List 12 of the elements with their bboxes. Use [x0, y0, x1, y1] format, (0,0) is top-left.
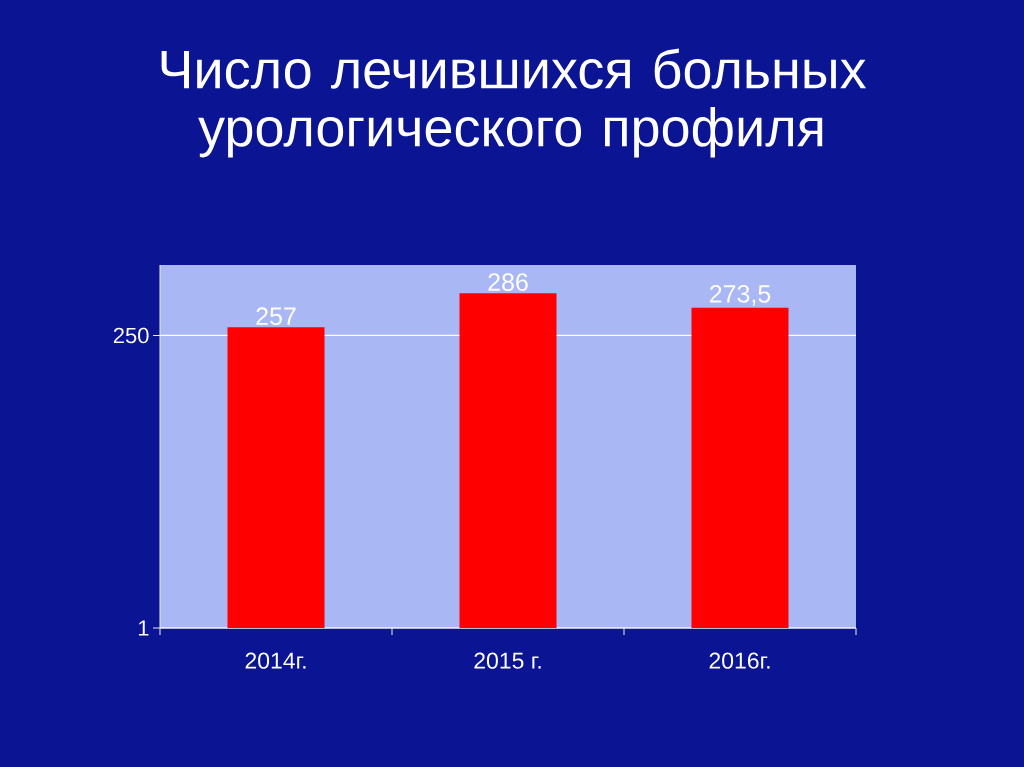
data-label: 257 [256, 307, 296, 326]
x-tick-label: 2016г. [709, 652, 770, 669]
bar [227, 327, 325, 628]
bar [459, 293, 557, 628]
x-tick-label: 2015 г. [474, 652, 541, 669]
bar [691, 307, 789, 628]
chart-title: Число лечившихся больных урологического профиля [161, 48, 867, 158]
data-label: 286 [488, 273, 528, 291]
y-tick-label: 250 [113, 327, 149, 344]
x-tick-label: 2014г. [245, 652, 306, 669]
data-label: 273,5 [709, 285, 771, 306]
y-tick-label: 1 [138, 620, 149, 636]
